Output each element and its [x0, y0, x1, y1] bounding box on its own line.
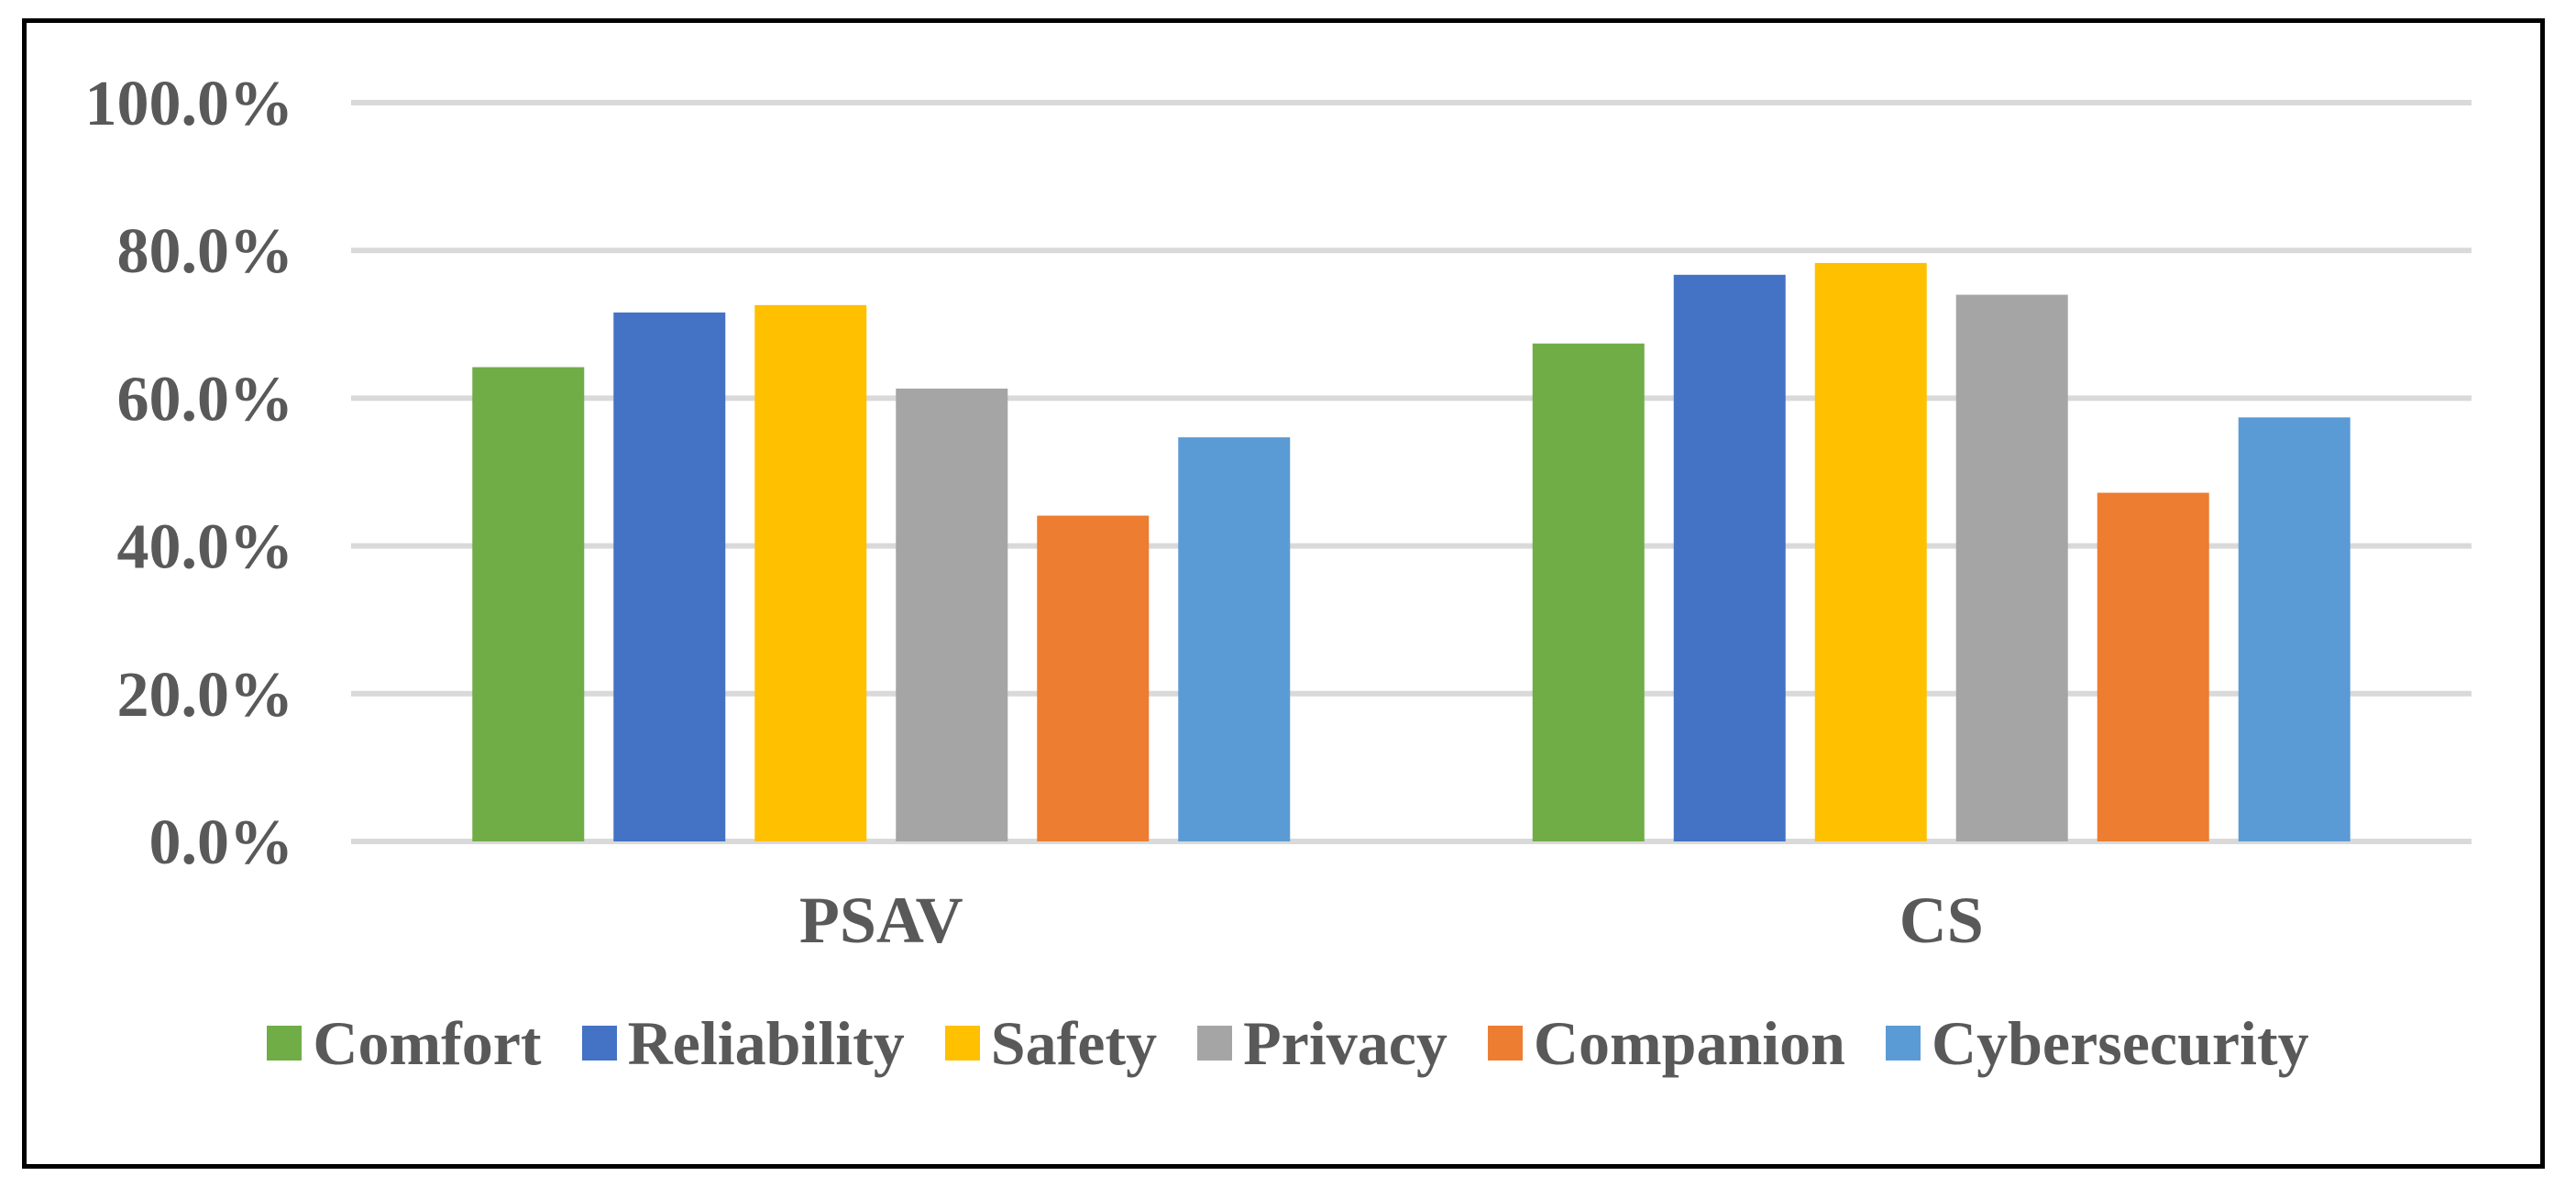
legend-item: Cybersecurity	[1886, 1012, 2309, 1074]
legend-swatch	[1886, 1026, 1921, 1061]
bar	[2097, 492, 2209, 841]
legend-label: Privacy	[1243, 1008, 1448, 1078]
legend-label: Comfort	[313, 1008, 542, 1078]
y-tick-label: 40.0%	[117, 512, 294, 583]
x-category-label: CS	[1899, 884, 1984, 957]
legend-swatch	[944, 1026, 980, 1061]
legend-label: Safety	[990, 1008, 1158, 1078]
y-tick-label: 80.0%	[117, 216, 294, 287]
bar	[1814, 262, 1927, 842]
bar	[613, 312, 726, 841]
bar	[472, 367, 585, 842]
legend-label: Companion	[1533, 1008, 1845, 1078]
y-tick-label: 100.0%	[85, 69, 294, 139]
legend: Comfort Reliability Safety Privacy Companion…	[0, 1006, 2576, 1080]
bar	[896, 388, 1008, 841]
y-tick-label: 20.0%	[117, 660, 294, 731]
bar	[1673, 274, 1786, 842]
legend-swatch	[1487, 1026, 1523, 1061]
bar	[1178, 437, 1291, 841]
legend-item: Comfort	[267, 1008, 542, 1078]
bar	[2238, 417, 2350, 841]
y-tick-label: 60.0%	[117, 364, 294, 434]
bar-chart: 0.0% 20.0% 40.0% 60.0% 80.0% 100.0% PSAV CS	[85, 69, 2471, 957]
bar	[754, 304, 867, 841]
legend-item: Safety	[944, 1008, 1158, 1078]
y-tick-label: 0.0%	[149, 808, 294, 878]
legend-item: Privacy	[1197, 1012, 1448, 1074]
bar	[1532, 343, 1645, 842]
legend-label: Reliability	[627, 1008, 905, 1078]
legend-swatch	[581, 1026, 617, 1061]
legend-item: Companion	[1487, 1008, 1845, 1078]
legend-swatch	[1197, 1026, 1233, 1061]
legend-item: Reliability	[581, 1008, 905, 1078]
bar	[1037, 515, 1150, 841]
x-category-label: PSAV	[799, 884, 963, 957]
bar	[1955, 294, 2068, 841]
legend-label: Cybersecurity	[1932, 1008, 2309, 1078]
legend-swatch	[267, 1026, 303, 1061]
